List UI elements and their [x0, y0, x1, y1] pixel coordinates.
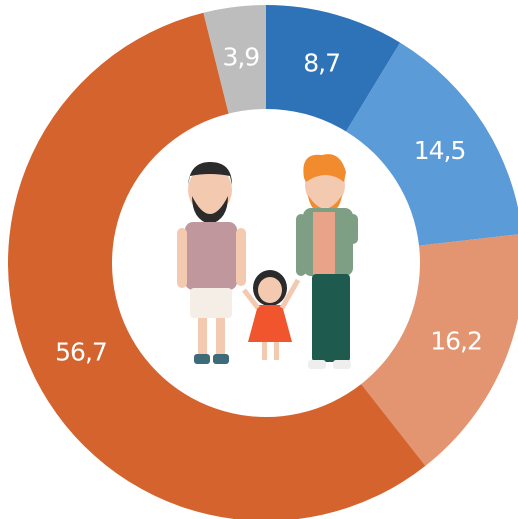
shirt [185, 222, 237, 290]
shoe [194, 354, 210, 364]
family-illustration [177, 154, 358, 369]
arm [177, 228, 187, 288]
dress [248, 305, 292, 342]
value-label: 3,9 [222, 43, 259, 72]
arm [279, 278, 301, 310]
hair [303, 154, 346, 182]
arm [296, 214, 306, 276]
shorts [190, 288, 232, 318]
arm [236, 228, 246, 286]
slice [203, 5, 266, 114]
value-label: 16,2 [430, 326, 482, 355]
slice [361, 234, 518, 466]
shoe [213, 354, 229, 364]
hair [188, 162, 232, 185]
leg [198, 318, 207, 356]
arm [242, 288, 260, 310]
value-label: 8,7 [303, 49, 340, 78]
head [188, 166, 232, 214]
slices [8, 5, 518, 519]
beard [192, 196, 228, 224]
leg [216, 318, 225, 356]
leg [274, 342, 279, 360]
undershirt [313, 212, 335, 276]
value-label: 14,5 [414, 136, 466, 165]
slice [346, 42, 518, 246]
shoe [333, 360, 351, 369]
shoe [308, 360, 326, 369]
slice [8, 12, 426, 519]
leg [262, 342, 267, 360]
head [258, 277, 282, 303]
arm [346, 214, 358, 244]
value-label: 56,7 [55, 338, 107, 367]
trousers [312, 274, 350, 362]
slice [266, 5, 401, 132]
